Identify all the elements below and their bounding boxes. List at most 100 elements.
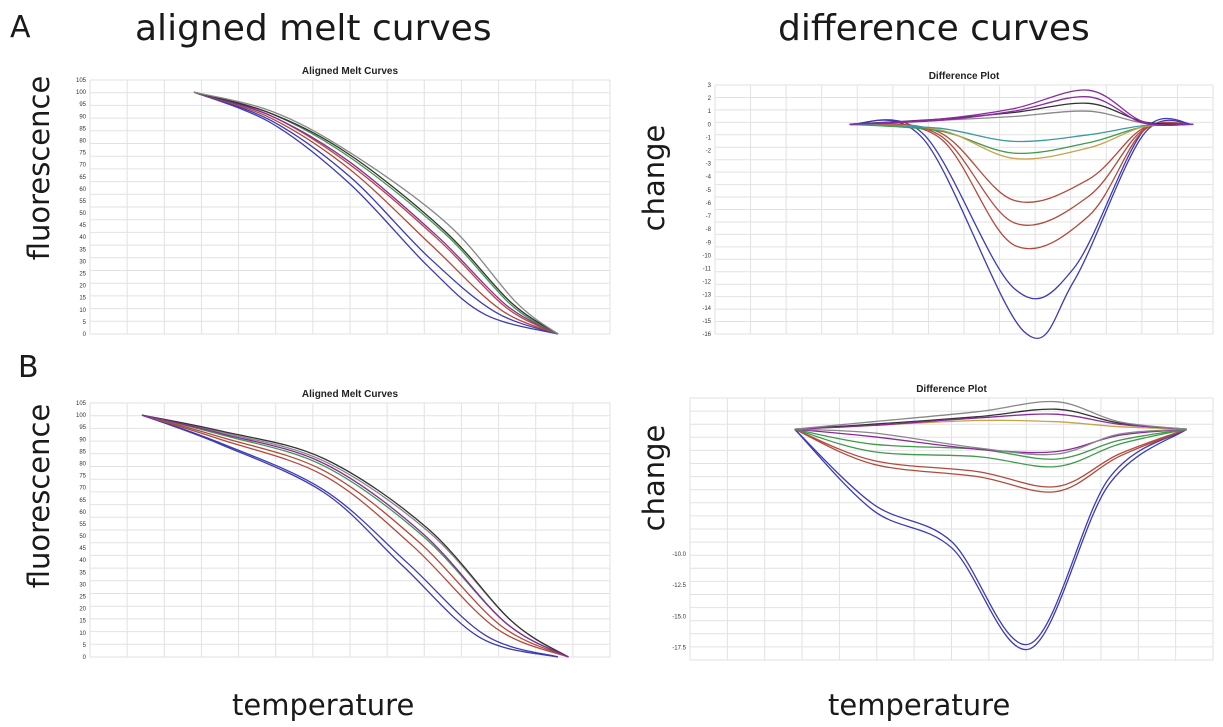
y-tick-label: 25 — [79, 595, 86, 601]
panel-a-label: A — [10, 10, 31, 45]
y-tick-label: 100 — [76, 90, 87, 96]
series-line-3 — [141, 414, 569, 658]
series-group — [141, 414, 569, 658]
y-tick-label: 75 — [79, 474, 86, 480]
series-line-7 — [849, 123, 1194, 143]
series-line-0 — [794, 428, 1188, 646]
y-tick-label: -1 — [706, 135, 712, 141]
y-tick-label: 10 — [79, 631, 86, 637]
y-tick-label: 65 — [79, 498, 86, 504]
y-tick-label: 95 — [79, 425, 86, 431]
series-line-7 — [794, 428, 1187, 456]
y-tick-labels: -10.0 -12.5 -15.0 -17.5 — [672, 552, 686, 652]
series-line-1 — [794, 428, 1188, 651]
series-line-4 — [193, 91, 559, 335]
y-axis-label-a-left: fluorescence — [22, 75, 56, 261]
y-tick-label: -16 — [702, 332, 711, 338]
series-group — [794, 400, 1188, 651]
series-line-1 — [849, 119, 1194, 339]
y-tick-label: -12 — [702, 280, 711, 286]
left-column-title: aligned melt curves — [135, 8, 492, 49]
y-tick-labels: 1051009590858075706560555045403530252015… — [76, 401, 87, 661]
y-tick-label: 3 — [708, 83, 712, 89]
y-tick-label: 70 — [79, 163, 86, 169]
series-line-10 — [849, 89, 1194, 126]
y-tick-label: 80 — [79, 138, 86, 144]
series-line-11 — [794, 400, 1187, 430]
chart-a-difference: Difference Plot 3 2 1 0 -1 -2 -3 -4 -5 -6 -7 -8 -9 -10… — [702, 71, 1214, 339]
grid — [89, 402, 611, 658]
y-tick-label: -2 — [706, 149, 712, 155]
y-tick-label: -7 — [706, 214, 712, 220]
x-axis-label-left: temperature — [232, 688, 415, 722]
y-tick-label: 20 — [79, 607, 86, 613]
y-tick-label: 105 — [76, 78, 87, 84]
y-tick-label: 1 — [708, 109, 712, 115]
series-line-7 — [141, 414, 569, 658]
y-tick-label: -6 — [706, 201, 712, 207]
y-tick-labels: 1051009590858075706560555045403530252015… — [76, 78, 87, 338]
series-line-10 — [794, 413, 1187, 430]
y-tick-label: 60 — [79, 510, 86, 516]
y-tick-label: -17.5 — [672, 646, 686, 652]
y-tick-label: 65 — [79, 175, 86, 181]
y-tick-label: 70 — [79, 486, 86, 492]
y-tick-label: 35 — [79, 570, 86, 576]
y-tick-label: -8 — [706, 227, 712, 233]
chart-title: Difference Plot — [929, 71, 1000, 82]
y-tick-labels: 3 2 1 0 -1 -2 -3 -4 -5 -6 -7 -8 -9 -10 -11 -12 -13 -14 -15… — [702, 83, 711, 338]
chart-a-aligned-melt: Aligned Melt Curves105100959085807570656… — [76, 66, 611, 338]
grid — [89, 79, 611, 335]
y-tick-label: -15 — [702, 319, 711, 325]
series-line-5 — [794, 428, 1187, 460]
series-line-4 — [141, 414, 569, 658]
series-line-7 — [193, 91, 559, 335]
y-tick-label: -12.5 — [672, 583, 686, 589]
y-tick-label: 35 — [79, 247, 86, 253]
y-tick-label: 30 — [79, 259, 86, 265]
chart-b-difference: Difference Plot -10.0 -12.5 -15.0 -17.5 — [672, 384, 1214, 661]
series-line-6 — [141, 414, 569, 658]
y-tick-label: 100 — [76, 413, 87, 419]
y-tick-label: -11 — [703, 266, 712, 272]
y-tick-label: 40 — [79, 235, 86, 241]
series-line-9 — [794, 408, 1187, 430]
x-axis-label-right: temperature — [828, 688, 1011, 722]
y-tick-label: 0 — [83, 332, 87, 338]
y-tick-label: -9 — [706, 240, 712, 246]
series-line-1 — [141, 414, 559, 658]
right-column-title: difference curves — [778, 8, 1090, 49]
chart-title: Aligned Melt Curves — [302, 66, 399, 77]
y-tick-label: 0 — [83, 655, 87, 661]
series-line-3 — [849, 122, 1194, 226]
y-tick-label: 80 — [79, 461, 86, 467]
y-tick-label: 95 — [79, 102, 86, 108]
y-tick-label: 90 — [79, 437, 86, 443]
y-tick-label: -10.0 — [672, 552, 686, 558]
series-line-2 — [794, 428, 1188, 493]
series-group — [849, 89, 1194, 339]
y-tick-label: 30 — [79, 582, 86, 588]
chart-title: Aligned Melt Curves — [302, 389, 399, 400]
y-tick-label: 10 — [79, 308, 86, 314]
y-tick-label: -3 — [706, 162, 712, 168]
y-tick-label: 55 — [79, 522, 86, 528]
series-line-5 — [193, 91, 559, 335]
y-tick-label: -13 — [702, 293, 711, 299]
y-tick-label: 50 — [79, 534, 86, 540]
y-tick-label: 90 — [79, 114, 86, 120]
y-tick-label: -15.0 — [672, 614, 686, 620]
series-line-6 — [193, 91, 559, 335]
series-line-3 — [794, 428, 1188, 488]
series-line-2 — [141, 414, 569, 658]
series-line-0 — [193, 91, 559, 335]
y-tick-label: 25 — [79, 272, 86, 278]
series-line-4 — [794, 428, 1187, 468]
y-tick-label: 15 — [79, 296, 86, 302]
y-tick-label: 5 — [83, 643, 87, 649]
y-tick-label: 75 — [79, 151, 86, 157]
series-line-1 — [193, 91, 559, 335]
series-line-11 — [849, 95, 1194, 127]
y-tick-label: -4 — [706, 175, 712, 181]
y-tick-label: 85 — [79, 126, 86, 132]
